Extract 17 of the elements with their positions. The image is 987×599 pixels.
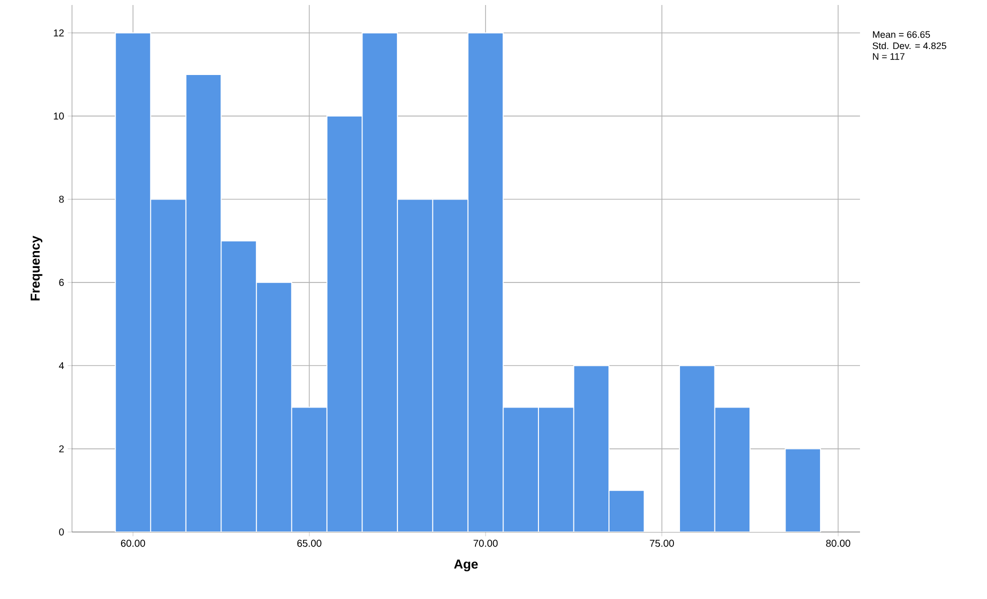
x-tick-label: 80.00 — [826, 540, 850, 547]
y-tick-label: 8 — [59, 196, 64, 203]
text: Mean = 66.65 — [872, 31, 930, 38]
x-tick-label: 60.00 — [121, 540, 146, 547]
text: Std. Dev. = 4.825 — [872, 42, 946, 50]
x-tick-label: 65.00 — [297, 540, 322, 547]
y-tick-label: 0 — [59, 528, 64, 536]
x-tick-label: 70.00 — [474, 540, 498, 547]
y-tick-label: 12 — [54, 29, 64, 36]
y-tick-label: 10 — [54, 112, 64, 120]
y-axis-title: Frequency — [30, 236, 42, 300]
x-tick-label: 75.00 — [650, 540, 674, 547]
y-tick-label: 2 — [59, 445, 64, 452]
y-tick-label: 4 — [58, 362, 64, 370]
y-tick-label: 6 — [59, 278, 64, 286]
x-axis-title: Age — [454, 560, 478, 572]
text: N = 117 — [872, 53, 904, 60]
